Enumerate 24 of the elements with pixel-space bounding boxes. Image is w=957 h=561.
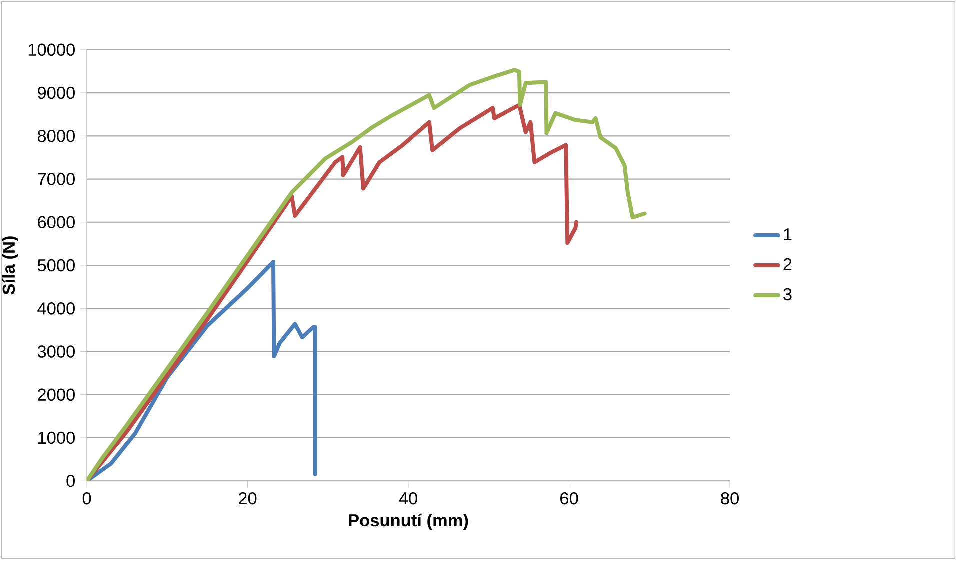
y-tick-label: 8000 (38, 130, 75, 142)
y-tick-label: 10000 (28, 44, 75, 56)
line-series (87, 68, 647, 482)
legend-label: 3 (784, 288, 792, 301)
legend-label: 1 (784, 228, 792, 241)
y-tick-label: 2000 (38, 388, 75, 402)
legend-label: 2 (784, 258, 792, 271)
y-tick-label: 6000 (38, 216, 75, 229)
line-series (87, 260, 318, 482)
y-tick-label: 7000 (38, 173, 75, 186)
x-tick-label: 40 (399, 492, 418, 505)
y-tick-label: 1000 (38, 432, 75, 444)
x-tick-label: 20 (239, 492, 257, 505)
x-tick-label: 0 (82, 492, 92, 505)
y-tick-label: 4000 (38, 302, 75, 315)
line-series (87, 103, 579, 482)
y-tick-label: 3000 (38, 346, 75, 358)
y-tick-label: 9000 (38, 87, 75, 100)
x-tick-label: 60 (560, 492, 578, 505)
x-tick-label: 80 (721, 492, 739, 505)
y-axis-title: Síla (N) (2, 236, 18, 296)
y-tick-label: 5000 (38, 260, 75, 272)
x-axis-title: Posunutí (mm) (349, 514, 468, 530)
y-tick-label: 0 (66, 475, 75, 488)
